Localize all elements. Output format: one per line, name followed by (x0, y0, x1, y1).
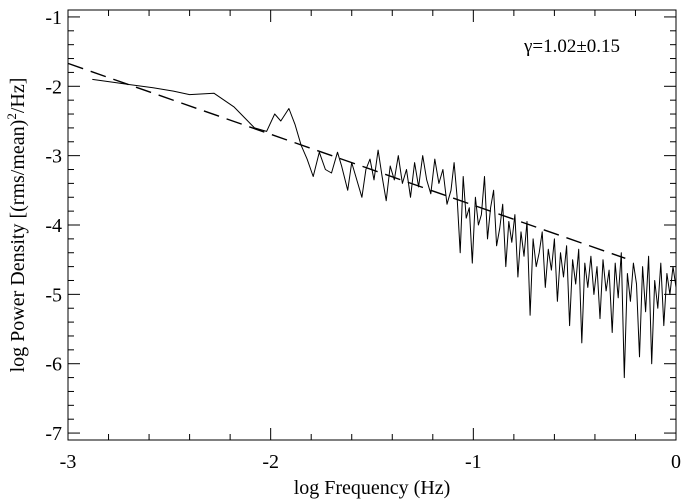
x-tick-label: -2 (262, 451, 279, 473)
x-tick-label: -3 (60, 451, 77, 473)
gamma-annotation: γ=1.02±0.15 (523, 36, 620, 57)
x-tick-label: 0 (671, 451, 681, 473)
y-tick-labels: -1 -2 -3 -4 -5 -6 -7 (45, 7, 62, 445)
fit-line (67, 62, 626, 259)
y-tick-label: -1 (45, 7, 62, 29)
power-spectrum-line (92, 78, 677, 379)
axis-ticks (67, 10, 677, 440)
x-tick-labels: -3 -2 -1 0 (60, 451, 681, 473)
y-tick-label: -2 (45, 76, 62, 98)
y-tick-label: -7 (45, 423, 62, 445)
y-axis-title-sup: 2 (4, 113, 19, 120)
plot-frame (67, 9, 677, 441)
y-tick-label: -3 (45, 146, 62, 168)
plot-area (67, 9, 677, 441)
y-axis-title-tail: /Hz] (7, 78, 29, 114)
x-tick-label: -1 (465, 451, 482, 473)
y-tick-label: -6 (45, 354, 62, 376)
y-axis-title: log Power Density [(rms/mean)2/Hz] (4, 78, 29, 373)
x-axis-title: log Frequency (Hz) (294, 477, 451, 499)
series-group (67, 62, 677, 379)
y-tick-label: -4 (45, 215, 62, 237)
y-axis-title-main: log Power Density [(rms/mean) (7, 120, 29, 373)
y-tick-label: -5 (45, 284, 62, 306)
